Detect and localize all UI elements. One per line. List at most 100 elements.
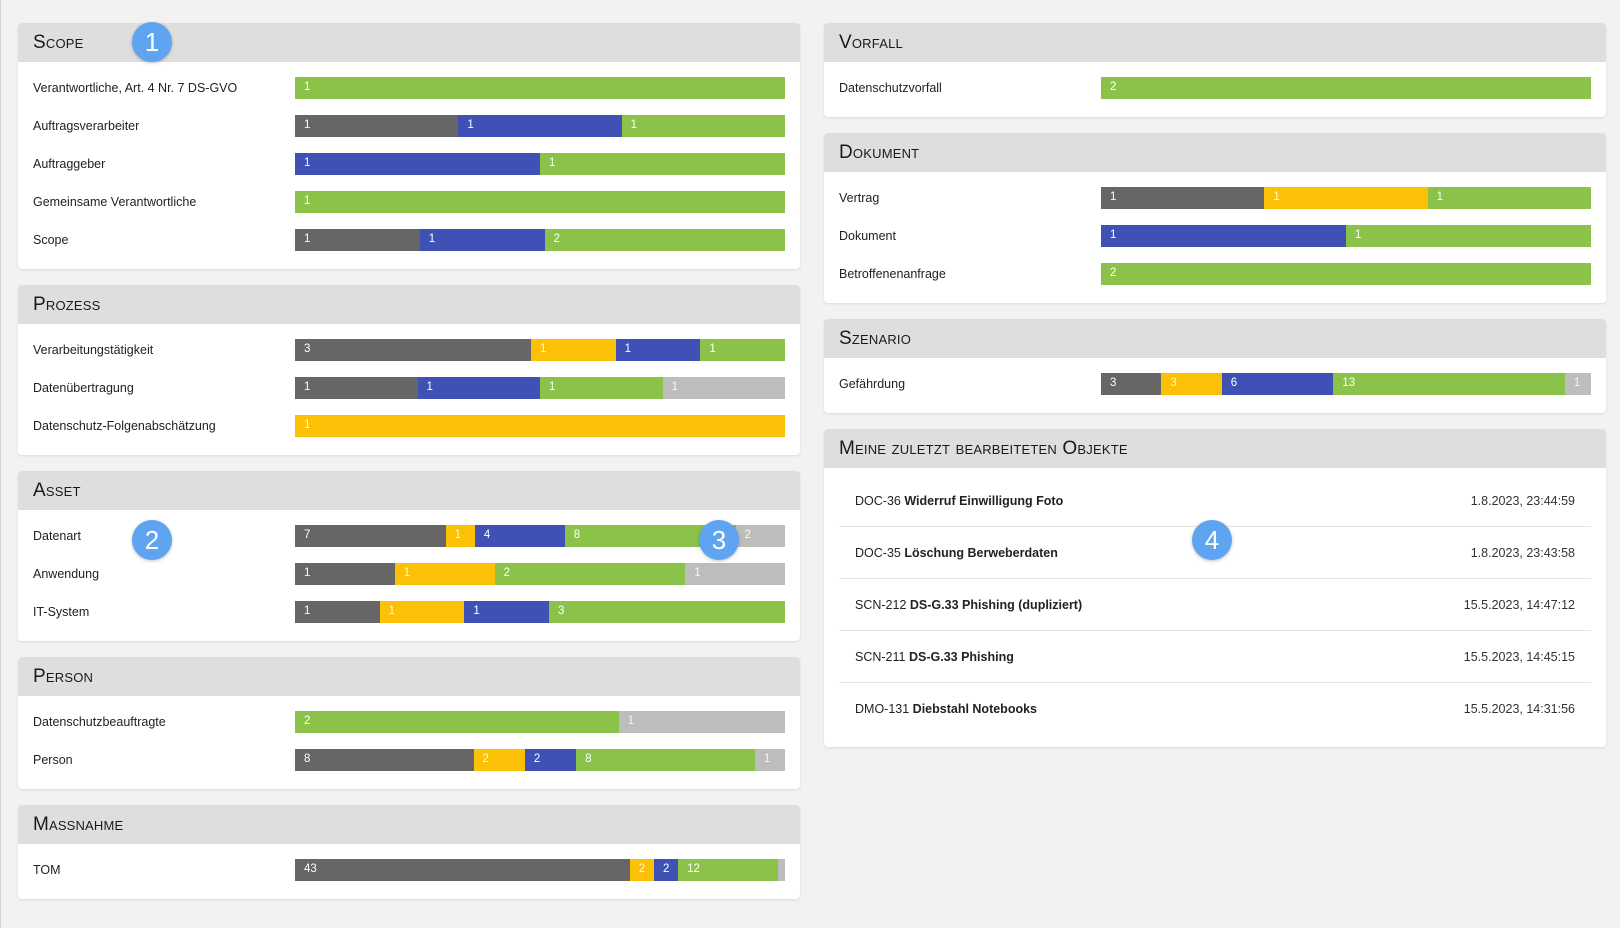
bar-segment-light[interactable]: 1 xyxy=(754,749,785,771)
stat-row-label: Dokument xyxy=(839,229,896,243)
recent-object-item[interactable]: DMO-131 Diebstahl Notebooks 15.5.2023, 14… xyxy=(839,683,1591,735)
stat-row-label: Datenschutz-Folgenabschätzung xyxy=(33,419,216,433)
bar-segment-blue[interactable]: 1 xyxy=(295,153,540,175)
recent-object-label: DOC-35 Löschung Berweberdaten xyxy=(855,546,1058,560)
stat-row-label: IT-System xyxy=(33,605,90,619)
stat-row-auftraggeber[interactable]: Auftraggeber 1 1 xyxy=(33,145,785,183)
bar-segment-blue[interactable]: 4 xyxy=(474,525,565,547)
card-title: Person xyxy=(18,657,800,696)
stat-row-scope[interactable]: Scope 1 1 2 xyxy=(33,221,785,259)
bar-segment-green[interactable]: 1 xyxy=(700,339,786,361)
bar-segment-gray[interactable]: 1 xyxy=(295,377,418,399)
bar-segment-gray[interactable]: 1 xyxy=(295,115,459,137)
stat-row-auftragsverarbeiter[interactable]: Auftragsverarbeiter 1 1 1 xyxy=(33,107,785,145)
bar-segment-yellow[interactable]: 2 xyxy=(629,859,654,881)
bar-segment-blue[interactable]: 1 xyxy=(615,339,701,361)
bar-segment-yellow[interactable]: 1 xyxy=(394,563,495,585)
bar-segment-green[interactable]: 1 xyxy=(295,191,785,213)
bar-segment-light[interactable]: 1 xyxy=(662,377,785,399)
stat-row-gefaehrdung[interactable]: Gefährdung 3 3 6 13 1 xyxy=(839,365,1591,403)
bar-segment-green[interactable]: 1 xyxy=(295,77,785,99)
bar-segment-light[interactable]: 1 xyxy=(1564,373,1591,395)
stat-row-dokument[interactable]: Dokument 1 1 xyxy=(839,217,1591,255)
stat-row-verarbeitungstaetigkeit[interactable]: Verarbeitungstätigkeit 3 1 1 1 xyxy=(33,331,786,369)
bar-segment-yellow[interactable]: 1 xyxy=(1264,187,1428,209)
bar-segment-gray[interactable]: 1 xyxy=(295,601,380,623)
bar-segment-green[interactable]: 2 xyxy=(295,711,619,733)
card-body: Gefährdung 3 3 6 13 1 xyxy=(824,358,1606,413)
stat-row-datenart[interactable]: Datenart 7 1 4 8 2 xyxy=(33,517,785,555)
stat-row-label: TOM xyxy=(33,863,61,877)
stat-row-verantwortliche-art-4-nr-7-ds-gvo[interactable]: Verantwortliche, Art. 4 Nr. 7 DS-GVO 1 xyxy=(33,69,785,107)
bar-segment-green[interactable]: 8 xyxy=(564,525,736,547)
bar-segment-green[interactable]: 1 xyxy=(1346,225,1591,247)
bar-segment-green[interactable]: 8 xyxy=(576,749,755,771)
bar-segment-green[interactable]: 2 xyxy=(544,229,785,251)
stat-row-anwendung[interactable]: Anwendung 1 1 2 1 xyxy=(33,555,785,593)
stacked-bar: 1 xyxy=(295,415,785,437)
bar-segment-green[interactable]: 1 xyxy=(621,115,785,137)
bar-segment-gray[interactable]: 1 xyxy=(1101,187,1265,209)
bar-segment-yellow[interactable]: 1 xyxy=(531,339,616,361)
recent-object-item[interactable]: SCN-212 DS-G.33 Phishing (dupliziert) 15.… xyxy=(839,579,1591,631)
bar-segment-blue[interactable]: 2 xyxy=(653,859,679,881)
bar-segment-light[interactable]: 2 xyxy=(735,525,785,547)
bar-segment-gray[interactable]: 3 xyxy=(295,339,531,361)
bar-segment-blue[interactable]: 6 xyxy=(1221,373,1334,395)
bar-segment-gray[interactable]: 1 xyxy=(295,229,420,251)
bar-segment-blue[interactable]: 1 xyxy=(464,601,550,623)
recent-object-label: DMO-131 Diebstahl Notebooks xyxy=(855,702,1037,716)
card-body: Verarbeitungstätigkeit 3 1 1 1 Datenübertragu… xyxy=(18,324,800,455)
recent-object-item[interactable]: SCN-211 DS-G.33 Phishing 15.5.2023, 14:45… xyxy=(839,631,1591,683)
stat-row-tom[interactable]: TOM4322121 xyxy=(33,851,786,889)
bar-segment-gray[interactable]: 43 xyxy=(295,859,630,881)
bar-segment-gray[interactable]: 7 xyxy=(295,525,446,547)
bar-segment-blue[interactable]: 1 xyxy=(417,377,540,399)
bar-segment-green[interactable]: 1 xyxy=(540,377,663,399)
stat-row-betroffenenanfrage[interactable]: Betroffenenanfrage 2 xyxy=(839,255,1591,293)
bar-segment-light[interactable]: 1 xyxy=(778,859,786,881)
bar-segment-green[interactable]: 1 xyxy=(540,153,785,175)
stat-row-datenschutz-folgenabschaetzung[interactable]: Datenschutz-Folgenabschätzung 1 xyxy=(33,407,785,445)
bar-segment-yellow[interactable]: 1 xyxy=(445,525,475,547)
bar-segment-yellow[interactable]: 1 xyxy=(379,601,465,623)
recent-object-label: SCN-212 DS-G.33 Phishing (dupliziert) xyxy=(855,598,1082,612)
bar-segment-yellow[interactable]: 3 xyxy=(1161,373,1222,395)
stat-row-person[interactable]: Person 8 2 2 8 1 xyxy=(33,741,785,779)
bar-segment-blue[interactable]: 1 xyxy=(1101,225,1346,247)
bar-segment-gray[interactable]: 1 xyxy=(295,563,395,585)
recent-object-date: 1.8.2023, 23:43:58 xyxy=(1470,545,1575,560)
recent-object-item[interactable]: DOC-35 Löschung Berweberdaten 1.8.2023, 2… xyxy=(839,527,1591,579)
bar-segment-green[interactable]: 1 xyxy=(1427,187,1591,209)
stat-row-it-system[interactable]: IT-System 1 1 1 3 xyxy=(33,593,786,631)
bar-segment-gray[interactable]: 8 xyxy=(295,749,474,771)
stat-row-gemeinsame-verantwortliche[interactable]: Gemeinsame Verantwortliche 1 xyxy=(33,183,785,221)
bar-segment-yellow[interactable]: 2 xyxy=(473,749,525,771)
stat-row-datenuebertragung[interactable]: Datenübertragung 1 1 1 1 xyxy=(33,369,785,407)
stat-row-label: Verarbeitungstätigkeit xyxy=(33,343,154,357)
bar-segment-blue[interactable]: 2 xyxy=(524,749,577,771)
bar-segment-blue[interactable]: 1 xyxy=(419,229,545,251)
recent-object-item[interactable]: DOC-36 Widerruf Einwilligung Foto 1.8.202… xyxy=(839,475,1591,527)
bar-segment-green[interactable]: 12 xyxy=(678,859,779,881)
bar-segment-green[interactable]: 2 xyxy=(1101,263,1591,285)
bar-segment-green[interactable]: 2 xyxy=(1101,77,1591,99)
stat-row-datenschutzvorfall[interactable]: Datenschutzvorfall 2 xyxy=(839,69,1591,107)
marker-badge-2: 2 xyxy=(132,520,172,560)
stat-row-vertrag[interactable]: Vertrag 1 1 1 xyxy=(839,179,1591,217)
bar-segment-gray[interactable]: 3 xyxy=(1101,373,1162,395)
stat-row-datenschutzbeauftragte[interactable]: Datenschutzbeauftragte 2 1 xyxy=(33,703,785,741)
card-asset: Asset Datenart 7 1 4 8 2 Anwendung 1 1 2 1 IT-System… xyxy=(18,471,800,641)
bar-segment-green[interactable]: 13 xyxy=(1333,373,1565,395)
bar-segment-light[interactable]: 1 xyxy=(685,563,785,585)
bar-segment-green[interactable]: 2 xyxy=(494,563,686,585)
bar-segment-green[interactable]: 3 xyxy=(549,601,786,623)
bar-segment-light[interactable]: 1 xyxy=(618,711,785,733)
stat-row-label: Person xyxy=(33,753,73,767)
bar-segment-yellow[interactable]: 1 xyxy=(295,415,785,437)
bar-segment-blue[interactable]: 1 xyxy=(458,115,622,137)
